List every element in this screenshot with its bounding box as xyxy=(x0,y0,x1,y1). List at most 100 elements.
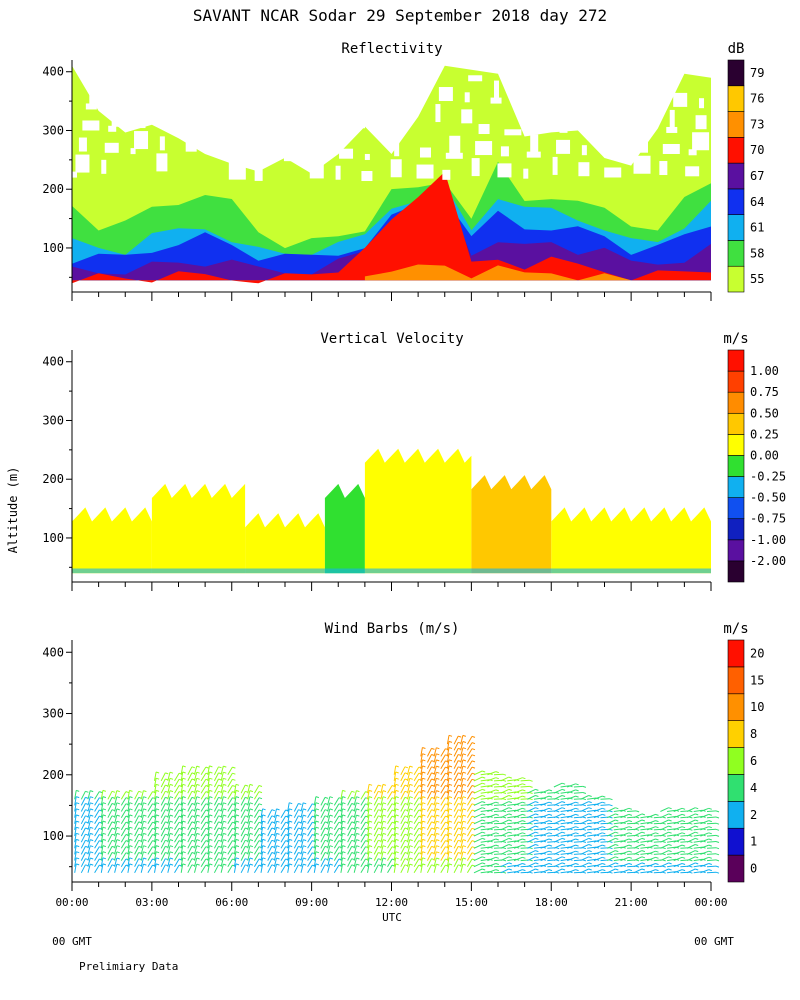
wind-barb-flag xyxy=(448,863,453,866)
wind-barb-flag xyxy=(245,784,249,787)
wind-barb-flag xyxy=(575,813,579,816)
wind-barb xyxy=(507,834,517,837)
wind-barb xyxy=(673,832,683,837)
wind-barb xyxy=(640,846,650,849)
wind-barb-flag xyxy=(609,810,613,813)
wind-barb-flag xyxy=(262,832,266,835)
wind-barb-flag xyxy=(289,857,293,860)
wind-barb-flag xyxy=(223,771,227,774)
wind-barb-flag xyxy=(641,813,646,816)
reflectivity-gap xyxy=(475,141,493,156)
wind-barb xyxy=(147,858,153,867)
wind-barb xyxy=(227,766,233,776)
wind-barb-flag xyxy=(462,734,467,737)
wind-barb xyxy=(633,831,643,837)
wind-barb xyxy=(620,813,630,819)
wind-barb xyxy=(413,852,420,861)
wind-barb xyxy=(487,850,496,855)
wind-barb xyxy=(353,857,357,867)
wind-barb xyxy=(127,808,130,818)
wind-barb-flag xyxy=(462,771,467,774)
wind-barb xyxy=(127,796,130,806)
wind-barb xyxy=(513,863,523,868)
wind-barb xyxy=(500,837,510,843)
wind-barb-flag xyxy=(76,820,80,823)
velocity-region xyxy=(245,513,325,574)
wind-barb-flag xyxy=(615,825,619,828)
wind-barb xyxy=(440,834,446,843)
wind-barb-flag xyxy=(681,863,686,865)
wind-barb-flag xyxy=(422,851,426,854)
wind-barb-flag xyxy=(681,844,686,847)
wind-barb-flag xyxy=(223,857,227,860)
wind-barb xyxy=(367,851,370,861)
wind-barb xyxy=(187,852,193,861)
wind-barb xyxy=(194,772,198,782)
wind-barb xyxy=(453,827,459,837)
wind-barb-flag xyxy=(289,802,293,805)
wind-barb xyxy=(180,778,184,788)
wind-barb xyxy=(107,809,113,818)
wind-barb xyxy=(367,821,370,830)
wind-barb xyxy=(347,858,353,867)
wind-barb xyxy=(114,821,118,831)
wind-barb-flag xyxy=(249,814,254,817)
wind-barb xyxy=(587,828,597,831)
wind-barb xyxy=(440,772,446,782)
wind-barb xyxy=(453,784,459,794)
wind-barb xyxy=(240,815,246,825)
wind-barb xyxy=(560,871,570,874)
reflectivity-gap xyxy=(166,102,175,109)
wind-barb xyxy=(686,868,696,874)
wind-barb-flag xyxy=(368,863,373,866)
wind-barb-flag xyxy=(502,804,507,807)
wind-barb-flag xyxy=(548,789,553,792)
wind-barb-flag xyxy=(495,771,499,774)
wind-barb-flag xyxy=(448,808,453,811)
wind-barb xyxy=(660,831,669,837)
wind-barb-flag xyxy=(495,826,499,829)
wind-barb-flag xyxy=(495,869,499,872)
wind-barb-flag xyxy=(436,765,440,768)
reflectivity-gap xyxy=(82,120,100,131)
wind-barb-flag xyxy=(395,777,399,780)
reflectivity-gap xyxy=(163,119,178,130)
wind-barb xyxy=(440,815,446,825)
reflectivity-gap xyxy=(254,166,263,181)
wind-barb xyxy=(174,858,180,867)
wind-barb xyxy=(466,779,473,788)
wind-barb xyxy=(373,846,379,855)
wind-barb xyxy=(520,785,530,788)
wind-barb-flag xyxy=(342,796,346,799)
wind-barb-flag xyxy=(258,809,263,812)
wind-barb xyxy=(233,839,237,849)
wind-barb xyxy=(527,856,536,862)
wind-barb-flag xyxy=(556,792,560,794)
wind-barb xyxy=(120,803,127,812)
wind-barb-flag xyxy=(76,838,80,841)
wind-barb xyxy=(420,851,423,861)
reflectivity-gap xyxy=(636,138,648,153)
wind-barb xyxy=(387,846,393,855)
wind-barb xyxy=(240,840,246,849)
velocity-region xyxy=(72,507,152,574)
wind-barb-flag xyxy=(575,863,579,865)
wind-barb xyxy=(114,839,118,849)
wind-barb-flag xyxy=(182,771,186,774)
wind-barb xyxy=(380,827,384,837)
wind-barb-flag xyxy=(522,856,526,859)
wind-barb xyxy=(613,840,623,843)
wind-barb xyxy=(387,809,393,818)
wind-barb-flag xyxy=(395,783,399,786)
wind-barb xyxy=(473,788,483,794)
wind-barb-flag xyxy=(529,810,533,813)
wind-barb-flag xyxy=(502,822,507,825)
colorbar-label: 0.25 xyxy=(750,427,779,441)
wind-barb xyxy=(174,821,180,831)
wind-barb xyxy=(620,869,630,874)
wind-barb-flag xyxy=(628,838,633,841)
wind-barb xyxy=(460,765,464,775)
wind-barb xyxy=(387,858,393,867)
wind-barb-flag xyxy=(368,820,373,823)
